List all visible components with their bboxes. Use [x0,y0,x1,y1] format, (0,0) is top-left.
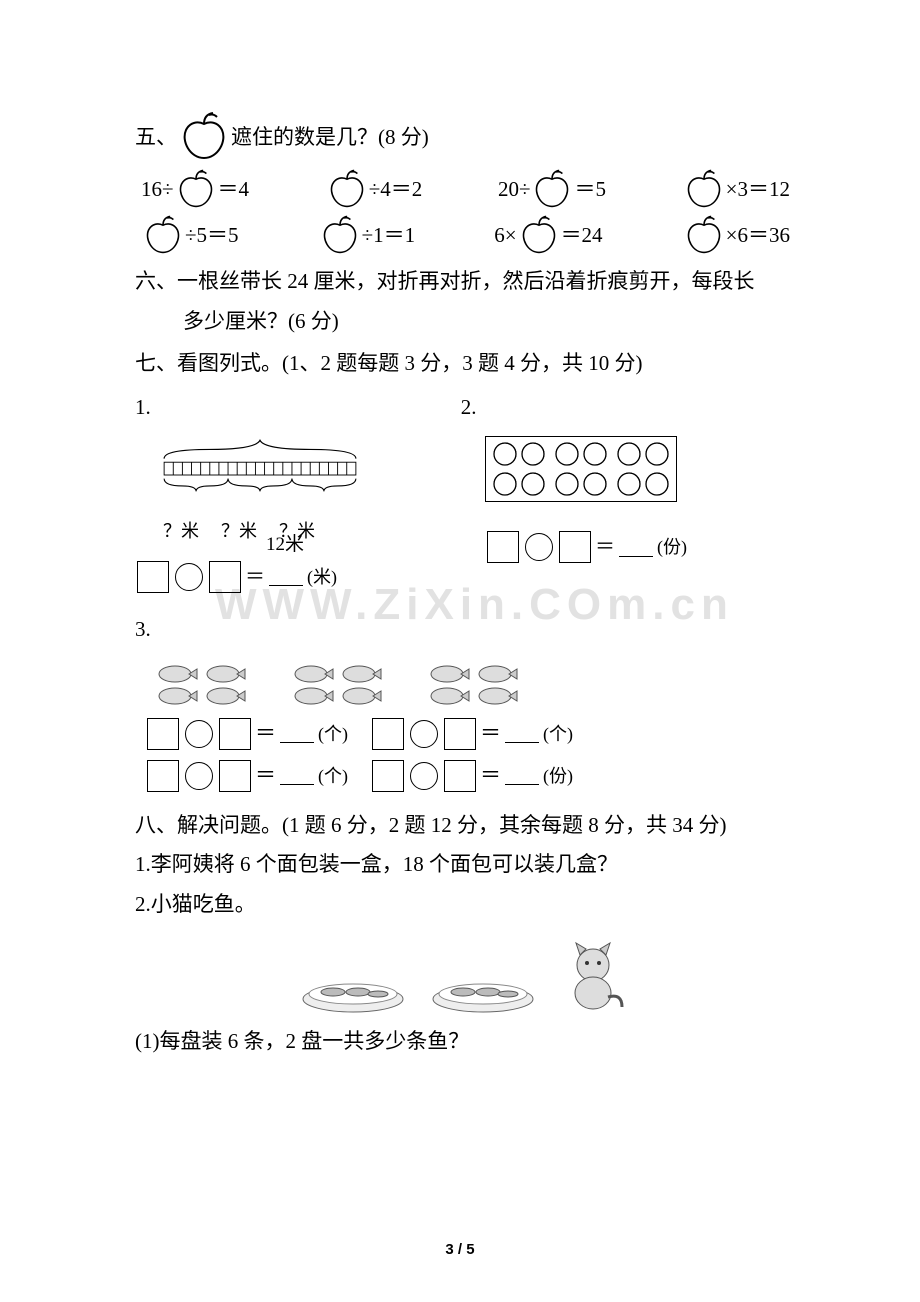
section7-title: 七、看图列式。(1、2 题每题 3 分，3 题 4 分，共 10 分) [135,344,790,384]
fig1-q: ？米 [163,514,199,548]
apple-icon [532,168,572,210]
ball-icon [492,471,518,497]
page-number: 3 / 5 [445,1241,474,1258]
unit-fen: (份) [543,759,573,793]
fish-icon [475,656,521,712]
eq-text: ÷4＝2 [369,177,423,201]
figure-1: 12米 x ？米 ？米 ？米 ＝ (米) [135,436,415,596]
eq-text: ＝5 [574,177,606,201]
blank-square[interactable] [372,760,404,792]
apple-icon [320,214,360,256]
ball-icon [644,471,670,497]
blank-circle[interactable] [185,720,213,748]
blank-square[interactable] [147,718,179,750]
eq-text: ×3＝12 [726,177,790,201]
plate-icon [298,964,408,1014]
ball-icon [520,471,546,497]
s5-prefix: 五、 [135,125,177,149]
blank-underline[interactable] [280,766,314,785]
blank-square[interactable] [219,718,251,750]
blank-underline[interactable] [505,766,539,785]
unit-ge: (个) [318,759,348,793]
eq-text: 20÷ [498,177,531,201]
section8-title: 八、解决问题。(1 题 6 分，2 题 12 分，其余每题 8 分，共 34 分… [135,806,790,846]
blank-square[interactable] [559,531,591,563]
blank-underline[interactable] [505,724,539,743]
cat-icon [558,939,628,1014]
section5-title: 五、 遮住的数是几？(8 分) [135,110,790,162]
blank-underline[interactable] [269,567,303,586]
ball-icon [616,471,642,497]
unit-ge: (个) [543,717,573,751]
blank-circle[interactable] [410,720,438,748]
page-footer: 3 / 5 [0,1241,920,1258]
blank-square[interactable] [444,718,476,750]
ball-icon [492,441,518,467]
unit-fen: (份) [657,530,687,564]
eq-text: ×6＝36 [726,223,790,247]
fig1-q: ？米 [279,514,315,548]
figure-3: ＝(个) ＝(个) ＝(个) ＝(份) [135,656,790,796]
blank-square[interactable] [209,561,241,593]
ball-icon [644,441,670,467]
apple-icon [684,214,724,256]
blank-square[interactable] [372,718,404,750]
eq-text: ＝24 [561,223,603,247]
eq-text: ÷5＝5 [185,223,239,247]
ball-icon [554,471,580,497]
blank-square[interactable] [487,531,519,563]
apple-icon [519,214,559,256]
blank-circle[interactable] [185,762,213,790]
blank-circle[interactable] [175,563,203,591]
apple-icon [684,168,724,210]
ball-icon [582,441,608,467]
unit-m: (米) [307,560,337,594]
fish-icon [291,656,337,712]
eq-text: ＝4 [218,177,250,201]
ball-icon [582,471,608,497]
s7-item2: 2. [461,388,477,428]
blank-square[interactable] [444,760,476,792]
fish-icon [203,656,249,712]
unit-ge: (个) [318,717,348,751]
plate-icon [428,964,538,1014]
ball-icon [616,441,642,467]
fish-icon [339,656,385,712]
s8-q2-1: (1)每盘装 6 条，2 盘一共多少条鱼？ [135,1022,790,1062]
fish-icon [427,656,473,712]
s8-q2-title: 2.小猫吃鱼。 [135,885,790,925]
ball-icon [554,441,580,467]
s8-q1: 1.李阿姨将 6 个面包装一盒，18 个面包可以装几盒？ [135,845,790,885]
s5-row2: ÷5＝5 ÷1＝1 6× ＝24 ×6＝36 [141,214,790,256]
figure-2: ＝ (份) [485,436,765,596]
apple-icon [176,168,216,210]
apple-icon [327,168,367,210]
blank-circle[interactable] [410,762,438,790]
section6-line2: 多少厘米？(6 分) [183,302,790,342]
blank-circle[interactable] [525,533,553,561]
eq-text: 16÷ [141,177,174,201]
cat-fish-figure [135,939,790,1014]
blank-underline[interactable] [619,538,653,557]
s5-row1: 16÷ ＝4 ÷4＝2 20÷ ＝5 ×3＝12 [141,168,790,210]
eq-text: 6× [494,223,516,247]
blank-underline[interactable] [280,724,314,743]
apple-icon [143,214,183,256]
section6-line1: 六、一根丝带长 24 厘米，对折再对折，然后沿着折痕剪开，每段长 [135,262,790,302]
blank-square[interactable] [147,760,179,792]
s7-item3: 3. [135,610,790,650]
blank-square[interactable] [219,760,251,792]
s7-item1: 1. [135,388,151,428]
apple-icon [179,110,229,162]
s5-suffix: 遮住的数是几？(8 分) [231,125,429,149]
fig1-q: ？米 [221,514,257,548]
ball-icon [520,441,546,467]
blank-square[interactable] [137,561,169,593]
fish-icon [155,656,201,712]
eq-text: ÷1＝1 [362,223,416,247]
